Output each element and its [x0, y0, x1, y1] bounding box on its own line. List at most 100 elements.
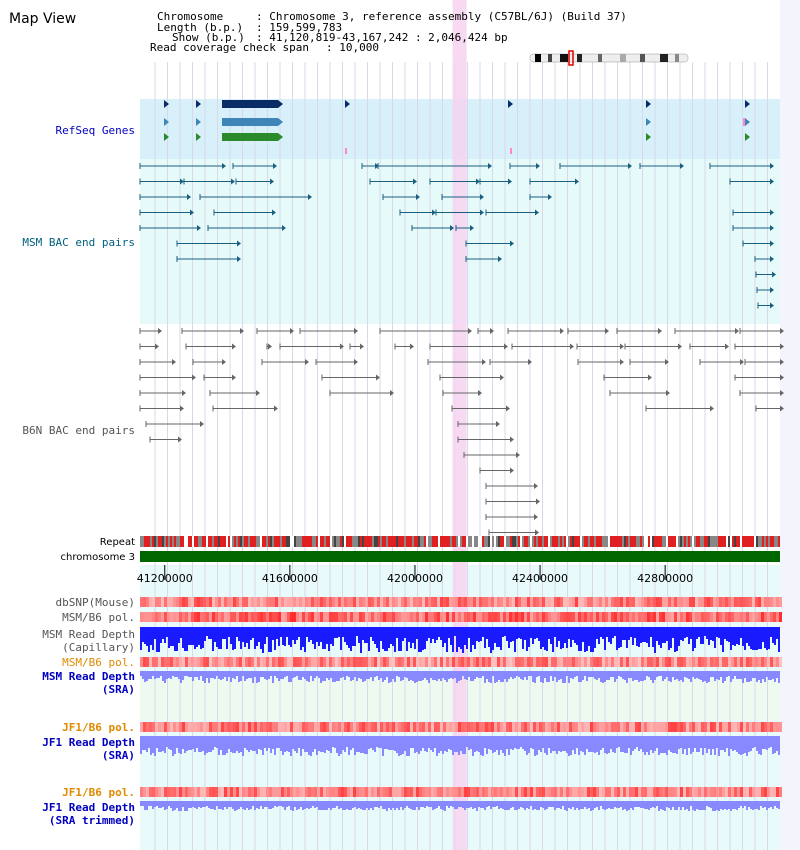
track-label-jf1-depth-sra[interactable]: JF1 Read Depth — [42, 736, 135, 749]
pol-cell — [650, 612, 653, 622]
dbsnp-cell — [506, 597, 509, 607]
msm-bac-pair-arrow — [450, 225, 454, 231]
track-label-msm-depth-capillary[interactable]: MSM Read Depth — [42, 628, 135, 641]
depth-bar — [738, 671, 740, 679]
repeat-bar — [336, 536, 338, 547]
pol-cell — [611, 787, 614, 797]
pol-cell — [746, 657, 749, 667]
gene-marker — [508, 100, 513, 108]
depth-bar — [164, 671, 166, 683]
pol-cell — [191, 787, 194, 797]
repeat-bar — [398, 536, 400, 547]
dbsnp-cell — [548, 597, 551, 607]
track-label-msm-bac[interactable]: MSM BAC end pairs — [22, 236, 135, 249]
pol-cell — [551, 722, 554, 732]
msm-bac-pair-arrow — [548, 194, 552, 200]
pol-cell — [683, 722, 686, 732]
repeat-bar — [450, 536, 452, 547]
depth-bar — [438, 671, 440, 679]
pol-cell — [341, 787, 344, 797]
depth-bar — [240, 801, 242, 807]
depth-bar — [166, 801, 168, 809]
depth-bar — [346, 801, 348, 809]
b6n-bac-pair-arrow — [510, 436, 514, 443]
pol-cell — [416, 612, 419, 622]
depth-bar — [648, 801, 650, 810]
depth-bar — [778, 736, 780, 755]
depth-bar — [492, 627, 494, 650]
depth-bar — [262, 671, 264, 677]
repeat-bar — [290, 536, 292, 547]
pol-cell — [569, 612, 572, 622]
pol-cell — [536, 657, 539, 667]
pol-cell — [314, 722, 317, 732]
track-label-refseq-genes[interactable]: RefSeq Genes — [55, 124, 135, 137]
ideogram-band — [548, 54, 552, 62]
depth-bar — [764, 801, 766, 807]
depth-bar — [142, 671, 144, 679]
track-label-repeat[interactable]: Repeat — [99, 537, 135, 548]
dbsnp-cell — [536, 597, 539, 607]
repeat-bar — [160, 536, 162, 547]
dbsnp-cell — [164, 597, 167, 607]
depth-bar — [712, 801, 714, 811]
depth-bar — [704, 801, 706, 810]
pol-cell — [698, 787, 701, 797]
depth-bar — [236, 736, 238, 751]
depth-bar — [324, 801, 326, 810]
track-label-jf1-b6-pol-1[interactable]: JF1/B6 pol. — [62, 721, 135, 734]
msm-bac-pair-arrow — [536, 163, 540, 169]
dbsnp-cell — [551, 597, 554, 607]
pol-cell — [212, 657, 215, 667]
track-label-b6n-bac[interactable]: B6N BAC end pairs — [22, 424, 135, 437]
depth-bar — [390, 801, 392, 810]
b6n-bac-pair-arrow — [268, 343, 272, 350]
pol-cell — [668, 657, 671, 667]
depth-bar — [478, 627, 480, 642]
depth-bar — [476, 801, 478, 811]
depth-bar — [464, 801, 466, 810]
depth-bar — [506, 671, 508, 682]
refseq-gene-block — [222, 133, 278, 141]
dbsnp-cell — [269, 597, 272, 607]
dbsnp-cell — [221, 597, 224, 607]
dbsnp-cell — [668, 597, 671, 607]
pol-cell — [656, 612, 659, 622]
depth-bar — [574, 736, 576, 754]
depth-bar — [560, 736, 562, 752]
dbsnp-cell — [398, 597, 401, 607]
pol-cell — [320, 657, 323, 667]
repeat-bar — [202, 536, 204, 547]
depth-bar — [594, 801, 596, 808]
pol-cell — [638, 722, 641, 732]
track-label-dbsnp[interactable]: dbSNP(Mouse) — [55, 596, 135, 609]
pol-cell — [560, 657, 563, 667]
depth-bar — [748, 671, 750, 682]
depth-bar — [276, 801, 278, 807]
dbsnp-cell — [452, 597, 455, 607]
pol-cell — [491, 787, 494, 797]
pol-cell — [266, 657, 269, 667]
dbsnp-cell — [743, 597, 746, 607]
depth-bar — [530, 671, 532, 676]
depth-bar — [248, 671, 250, 678]
depth-bar — [770, 627, 772, 637]
pol-cell — [161, 787, 164, 797]
depth-bar — [360, 627, 362, 653]
pol-cell — [710, 657, 713, 667]
depth-bar — [214, 671, 216, 679]
track-label-msm-depth-sra[interactable]: MSM Read Depth — [42, 670, 135, 683]
b6n-bac-pair-arrow — [678, 343, 682, 350]
repeat-bar — [692, 536, 694, 547]
pol-cell — [434, 657, 437, 667]
track-label-msm-b6-pol-2[interactable]: MSM/B6 pol. — [62, 656, 135, 669]
depth-bar — [166, 736, 168, 747]
gene-marker — [745, 100, 750, 108]
track-label-jf1-b6-pol-2[interactable]: JF1/B6 pol. — [62, 786, 135, 799]
track-label-jf1-depth-trimmed[interactable]: JF1 Read Depth — [42, 801, 135, 814]
track-label-msm-b6-pol-1[interactable]: MSM/B6 pol. — [62, 611, 135, 624]
depth-bar — [422, 801, 424, 807]
depth-bar — [474, 736, 476, 752]
dbsnp-cell — [563, 597, 566, 607]
